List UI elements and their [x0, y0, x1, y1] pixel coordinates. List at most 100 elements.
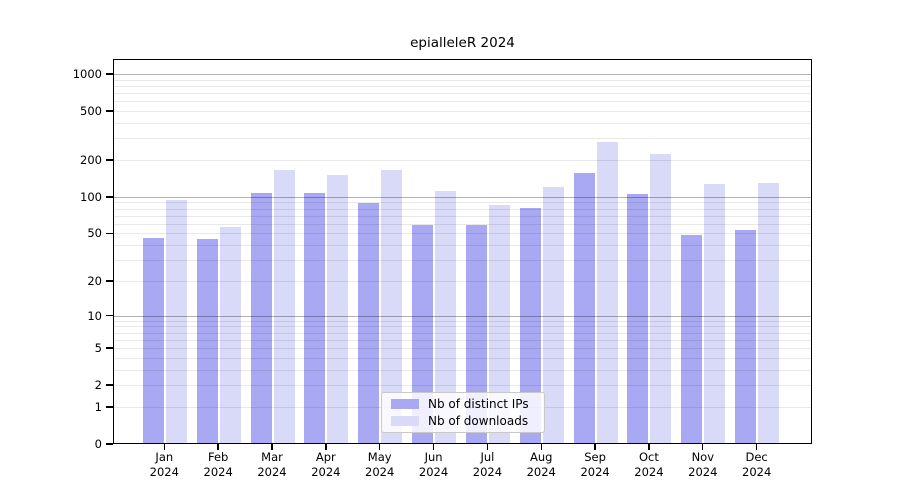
y-axis-tick	[106, 347, 113, 349]
legend-swatch-distinct-ips	[391, 399, 419, 409]
x-axis-tick	[379, 444, 381, 450]
bar-downloads-jan	[165, 200, 187, 444]
y-axis-tick-label: 1	[94, 399, 102, 414]
legend-entry-downloads: Nb of downloads	[391, 414, 534, 428]
gridline-minor	[113, 357, 812, 359]
y-axis-tick	[106, 384, 113, 386]
y-axis-tick-label: 2	[94, 378, 102, 393]
bar-downloads-nov	[704, 183, 726, 444]
bar-distinct-ips-may	[358, 203, 380, 444]
legend-label-distinct-ips: Nb of distinct IPs	[428, 397, 529, 411]
gridline-minor	[113, 93, 812, 95]
gridline-minor	[113, 160, 812, 162]
bar-distinct-ips-aug	[519, 208, 541, 444]
gridline-minor	[113, 320, 812, 322]
y-axis-tick	[106, 443, 113, 445]
x-axis-tick-label-sep: Sep 2024	[580, 450, 610, 479]
gridline-minor	[113, 79, 812, 81]
legend: Nb of distinct IPs Nb of downloads	[381, 392, 545, 433]
x-axis-tick	[486, 444, 489, 450]
x-axis-tick-label-nov: Nov 2024	[688, 450, 718, 479]
bar-downloads-jun	[435, 190, 457, 444]
x-axis-tick-label-apr: Apr 2024	[311, 450, 341, 479]
x-axis-tick-label-mar: Mar 2024	[257, 450, 287, 479]
gridline-minor	[113, 245, 812, 247]
bar-distinct-ips-oct	[627, 194, 649, 444]
gridline-minor	[113, 385, 812, 387]
x-axis-tick	[648, 444, 650, 450]
legend-entry-distinct-ips: Nb of distinct IPs	[391, 397, 534, 411]
x-axis-tick	[163, 444, 165, 450]
gridline-minor	[113, 280, 812, 282]
gridline-minor	[113, 215, 812, 217]
bar-downloads-oct	[650, 153, 672, 444]
x-axis-tick	[217, 444, 219, 450]
gridline-minor	[113, 202, 812, 204]
bar-distinct-ips-sep	[573, 172, 595, 444]
gridline-minor	[113, 326, 812, 328]
y-axis-tick	[106, 110, 113, 112]
y-axis-tick-label: 500	[80, 104, 102, 119]
y-axis-tick	[106, 73, 113, 75]
x-axis-tick	[432, 444, 435, 450]
x-axis-tick	[755, 444, 758, 450]
x-axis-tick	[540, 444, 542, 450]
x-axis-tick	[702, 444, 704, 450]
gridline-major	[113, 196, 812, 198]
bar-distinct-ips-jul	[465, 224, 487, 444]
gridline-minor	[113, 138, 812, 140]
y-axis-tick	[106, 159, 113, 161]
gridline-minor	[113, 85, 812, 87]
bar-downloads-apr	[327, 174, 349, 444]
gridline-minor	[113, 348, 812, 350]
y-axis-tick	[106, 406, 113, 408]
y-axis-tick-label: 5	[94, 341, 102, 356]
bar-distinct-ips-dec	[735, 230, 757, 444]
chart-title: epialleleR 2024	[410, 35, 515, 51]
x-axis-tick-label-jan: Jan 2024	[149, 450, 179, 479]
x-axis-tick-label-oct: Oct 2024	[634, 450, 664, 479]
y-axis-tick-label: 100	[80, 189, 102, 204]
gridline-minor	[113, 233, 812, 235]
y-axis-tick	[106, 232, 113, 235]
y-axis-tick-label: 0	[94, 437, 102, 451]
y-axis-tick-label: 20	[87, 273, 102, 288]
x-axis-tick-label-jun: Jun 2024	[418, 450, 449, 479]
x-axis-tick	[325, 444, 327, 450]
gridline-major	[113, 315, 812, 317]
x-axis-tick-label-dec: Dec 2024	[742, 450, 772, 479]
bar-downloads-jul	[488, 205, 510, 444]
bar-downloads-sep	[596, 142, 618, 444]
x-axis-tick	[594, 444, 596, 450]
x-axis-tick-label-may: May 2024	[365, 450, 395, 479]
y-axis-tick-label: 200	[80, 153, 102, 168]
bar-distinct-ips-mar	[250, 192, 272, 444]
plot-area	[113, 59, 812, 444]
gridline-minor	[113, 339, 812, 341]
gridline-minor	[113, 260, 812, 262]
gridline-minor	[113, 123, 812, 125]
y-axis-tick-label: 10	[87, 308, 102, 323]
x-axis-tick-label-jul: Jul 2024	[472, 450, 503, 479]
gridline-minor	[113, 101, 812, 103]
y-axis-tick	[106, 196, 113, 198]
y-axis-tick	[106, 280, 113, 282]
y-axis-tick	[106, 314, 113, 317]
gridline-major	[113, 74, 812, 76]
x-axis-tick-label-aug: Aug 2024	[526, 450, 556, 479]
x-axis-tick	[271, 444, 273, 450]
legend-swatch-downloads	[391, 416, 419, 426]
legend-label-downloads: Nb of downloads	[428, 414, 529, 428]
y-axis-tick-label: 50	[87, 226, 102, 241]
bar-distinct-ips-nov	[681, 234, 703, 444]
bar-distinct-ips-apr	[304, 192, 326, 444]
bar-distinct-ips-jan	[142, 237, 164, 444]
gridline-minor	[113, 223, 812, 225]
bar-downloads-dec	[758, 182, 780, 444]
y-axis-tick-label: 1000	[72, 67, 102, 82]
bar-downloads-may	[381, 169, 403, 444]
bar-downloads-feb	[219, 226, 241, 444]
gridline-minor	[113, 369, 812, 371]
bar-downloads-mar	[273, 169, 295, 444]
